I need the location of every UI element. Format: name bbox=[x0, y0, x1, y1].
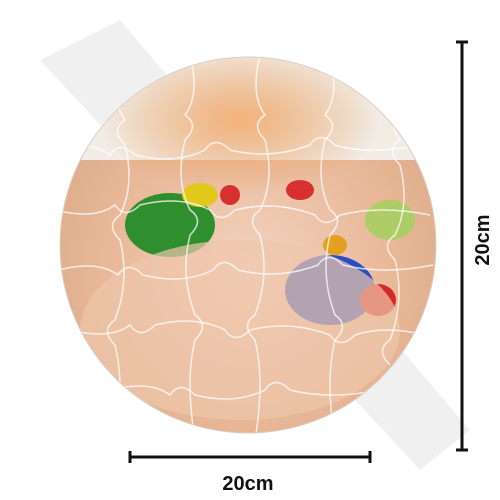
puzzle-photo bbox=[60, 57, 436, 433]
width-dimension bbox=[128, 451, 372, 463]
height-label: 20cm bbox=[472, 214, 494, 265]
height-dimension bbox=[456, 40, 468, 452]
puzzle-edge bbox=[59, 56, 437, 434]
width-label: 20cm bbox=[222, 473, 273, 495]
